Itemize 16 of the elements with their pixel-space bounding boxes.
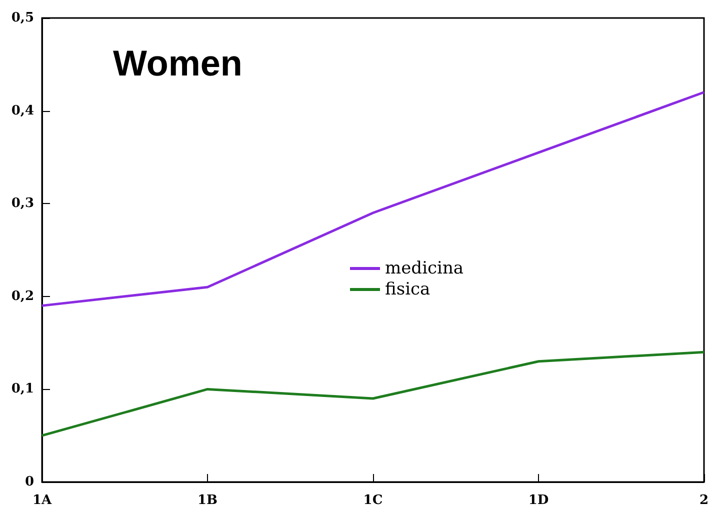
legend-label: fisica	[385, 280, 430, 300]
line-series	[40, 90, 706, 307]
y-tick-label: 0,2	[11, 288, 34, 304]
x-tick-label: 2	[699, 493, 709, 508]
y-tick-label: 0	[24, 474, 34, 490]
x-tick-label: 1D	[528, 493, 549, 508]
y-tick-label: 0,3	[11, 196, 34, 212]
y-tick-label: 0,4	[11, 103, 34, 118]
text: Women	[113, 42, 242, 84]
x-tick-label: 1B	[197, 493, 218, 508]
x-tick-label: 1C	[363, 493, 383, 508]
y-tick-label: 0,5	[11, 10, 34, 26]
legend-label: medicina	[385, 258, 464, 278]
x-tick-label: 1A	[32, 493, 52, 508]
line-series	[40, 350, 706, 437]
y-tick-label: 0,1	[11, 382, 34, 397]
